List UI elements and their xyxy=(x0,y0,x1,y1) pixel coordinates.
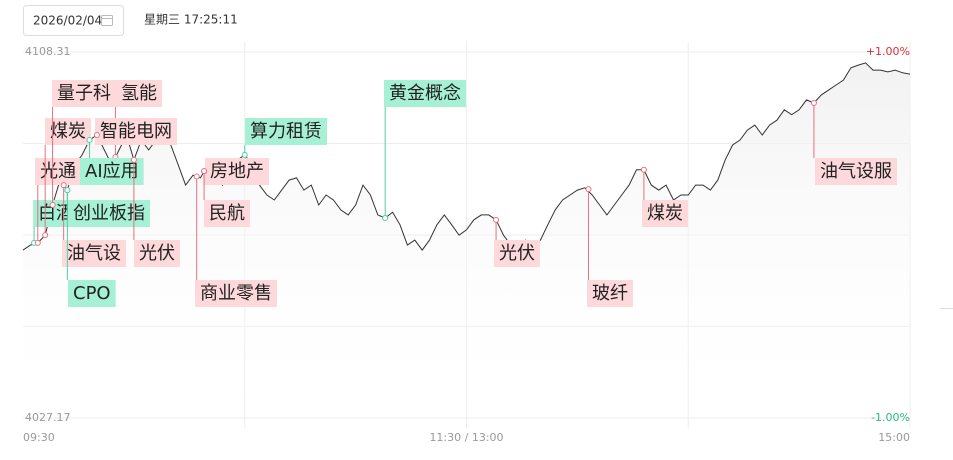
annotation-label: 光伏 xyxy=(499,243,535,264)
annotation-label: 黄金概念 xyxy=(389,82,461,104)
annotation-box xyxy=(587,280,633,307)
annotation-label: 算力租赁 xyxy=(250,121,322,142)
annotation: 黄金概念 xyxy=(382,80,466,222)
annotation-box xyxy=(204,200,250,227)
annotation-point xyxy=(241,151,248,158)
annotation-label: 氢能 xyxy=(121,83,157,104)
x-tick-label: 09:30 xyxy=(23,431,55,444)
annotation-box xyxy=(68,200,150,227)
annotation-point xyxy=(64,187,71,194)
annotation-point xyxy=(49,201,56,208)
annotation-label: 白酒 xyxy=(38,203,74,224)
annotation-point xyxy=(201,168,208,175)
annotation: 商业零售 xyxy=(193,173,277,307)
annotation-box xyxy=(245,118,327,145)
annotation-label: 创业板指 xyxy=(73,203,145,224)
annotation-label: 煤炭 xyxy=(647,203,683,224)
annotation-box xyxy=(205,158,269,185)
annotation-label: 智能电网 xyxy=(100,121,172,142)
annotation-point xyxy=(60,182,67,189)
annotation-label: CPO xyxy=(73,283,111,304)
annotation: 智能电网 xyxy=(93,118,177,145)
date-picker[interactable] xyxy=(23,5,124,36)
y-tick-label: 4108.31 xyxy=(25,45,71,58)
annotation-box xyxy=(35,158,81,185)
annotation: 算力租赁 xyxy=(241,118,327,158)
annotation: 煤炭 xyxy=(640,166,688,227)
annotation-box xyxy=(134,240,180,267)
annotation: CPO xyxy=(64,187,116,307)
annotation-label: 量子科 xyxy=(57,83,111,104)
annotation-box xyxy=(68,280,116,307)
annotation-label: 油气设 xyxy=(67,243,121,264)
annotation-point xyxy=(382,215,389,222)
annotation: 民航 xyxy=(201,168,250,227)
annotation: 房地产 xyxy=(201,158,269,185)
annotation: 光伏 xyxy=(493,216,540,267)
annotation-point xyxy=(640,166,647,173)
x-tick-label: 15:00 xyxy=(878,431,910,444)
area xyxy=(23,62,910,419)
annotation: 玻纤 xyxy=(585,186,633,307)
annotation-point xyxy=(585,186,592,193)
annotation: 量子科 xyxy=(49,80,116,208)
annotation-box xyxy=(815,158,897,185)
annotation-label: 煤炭 xyxy=(50,121,86,142)
annotation-label: 玻纤 xyxy=(592,283,628,304)
annotation: 氢能 xyxy=(112,80,162,161)
annotation-point xyxy=(493,216,500,223)
annotation: 油气设服 xyxy=(810,100,897,185)
annotation-point xyxy=(42,232,49,239)
annotation-label: 房地产 xyxy=(210,161,264,182)
annotation-box xyxy=(95,118,177,145)
annotation-box xyxy=(52,80,116,107)
annotation: 创业板指 xyxy=(64,187,150,227)
annotation-box xyxy=(195,280,277,307)
annotation-point xyxy=(193,173,200,180)
annotation-point xyxy=(34,239,41,246)
x-tick-label: 11:30 / 13:00 xyxy=(429,431,503,444)
annotation-label: 油气设服 xyxy=(820,161,892,182)
annotation-point xyxy=(93,132,100,139)
annotation-point xyxy=(86,137,93,144)
y2-tick-label: +1.00% xyxy=(866,45,910,58)
annotation-box xyxy=(494,240,540,267)
annotation-box xyxy=(62,240,126,267)
annotation: 油气设 xyxy=(60,182,126,267)
annotation-box xyxy=(384,80,466,107)
annotation-label: 民航 xyxy=(209,203,245,224)
annotation-label: 光通 xyxy=(40,161,76,182)
annotation-box xyxy=(116,80,162,107)
annotation-point xyxy=(810,100,817,107)
annotation-label: 光伏 xyxy=(139,243,175,264)
weekday-time: 星期三 17:25:11 xyxy=(144,13,238,27)
annotation: 光通 xyxy=(34,158,81,246)
annotation-point xyxy=(130,156,137,163)
annotation-label: AI应用 xyxy=(85,161,139,182)
annotation-box xyxy=(642,200,688,227)
annotation: 光伏 xyxy=(130,156,180,267)
calendar-icon xyxy=(101,15,113,26)
annotation-label: 商业零售 xyxy=(200,283,272,304)
date-text: 2026/02/04 xyxy=(33,14,102,28)
